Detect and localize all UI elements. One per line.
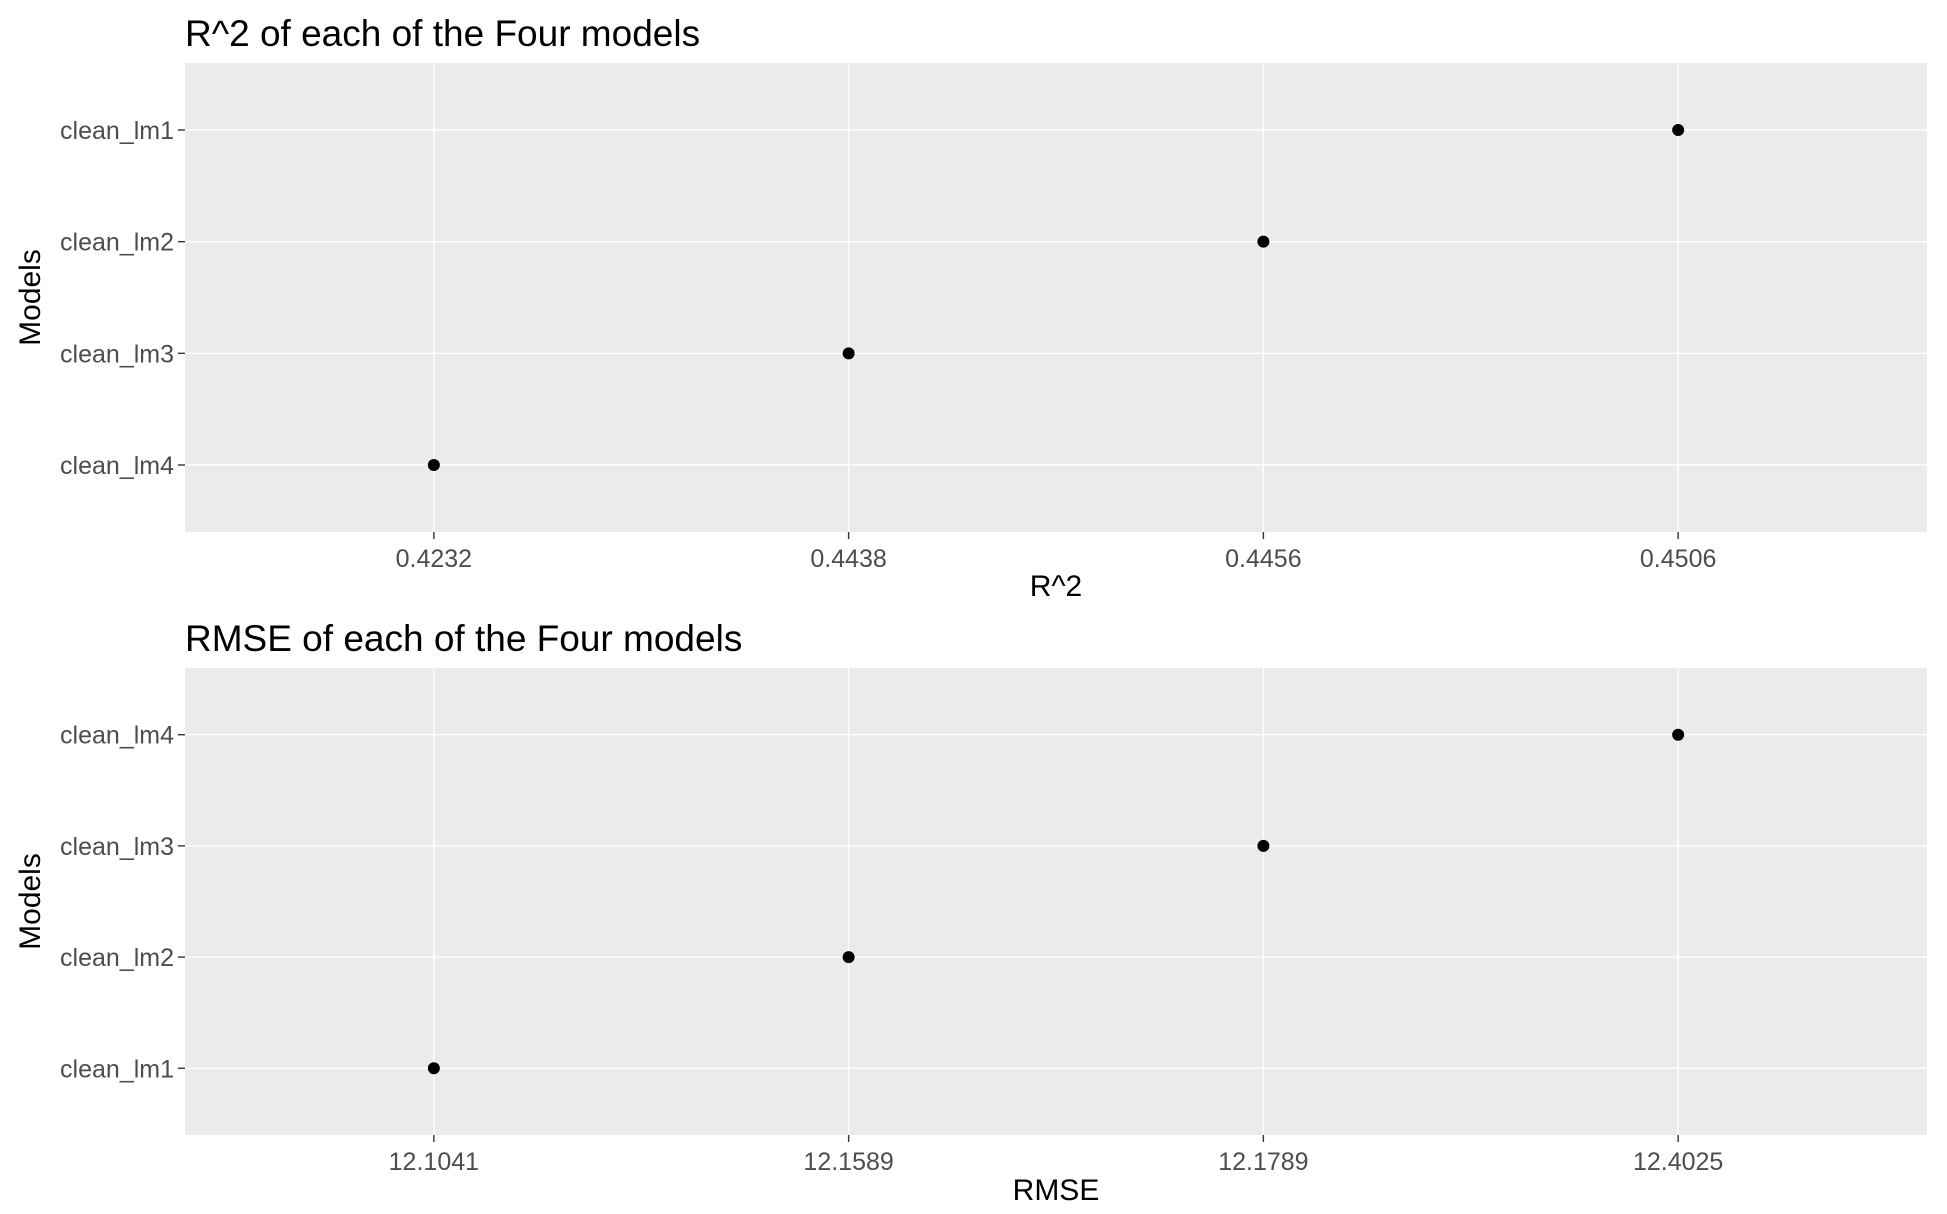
data-point: [1257, 839, 1270, 852]
x-tick-label: 0.4506: [1640, 545, 1716, 573]
x-tick-label: 12.1041: [389, 1148, 479, 1176]
data-point: [1672, 728, 1685, 741]
r2-chart: R^2 of each of the Four models R^2 Model…: [14, 13, 1927, 603]
chart-title: RMSE of each of the Four models: [185, 618, 742, 659]
y-tick-label: clean_lm4: [60, 452, 174, 480]
y-tick-label: clean_lm2: [60, 229, 174, 257]
panel-background: [185, 668, 1927, 1135]
x-tick-label: 12.1789: [1218, 1148, 1308, 1176]
x-tick-label: 12.4025: [1633, 1148, 1723, 1176]
y-tick-label: clean_lm3: [60, 833, 174, 861]
y-tick-label: clean_lm4: [60, 722, 174, 750]
data-point: [1257, 235, 1270, 248]
data-point: [842, 347, 855, 360]
chart-title: R^2 of each of the Four models: [185, 13, 700, 54]
rmse-chart: RMSE of each of the Four models RMSE Mod…: [14, 618, 1927, 1207]
x-tick-label: 0.4232: [396, 545, 472, 573]
data-point: [427, 1062, 440, 1075]
data-point: [842, 951, 855, 964]
data-point: [1672, 124, 1685, 136]
x-tick-label: 0.4438: [810, 545, 886, 573]
x-tick-label: 12.1589: [803, 1148, 893, 1176]
x-axis-title: R^2: [1030, 570, 1082, 603]
y-tick-label: clean_lm3: [60, 340, 174, 368]
data-point: [427, 459, 440, 471]
y-tick-label: clean_lm1: [60, 117, 174, 145]
y-tick-label: clean_lm1: [60, 1055, 174, 1083]
x-axis-title: RMSE: [1013, 1174, 1100, 1207]
panel-background: [185, 63, 1927, 532]
x-tick-label: 0.4456: [1225, 545, 1301, 573]
y-axis-title: Models: [14, 249, 47, 346]
y-tick-label: clean_lm2: [60, 944, 174, 972]
y-axis-title: Models: [14, 853, 47, 950]
